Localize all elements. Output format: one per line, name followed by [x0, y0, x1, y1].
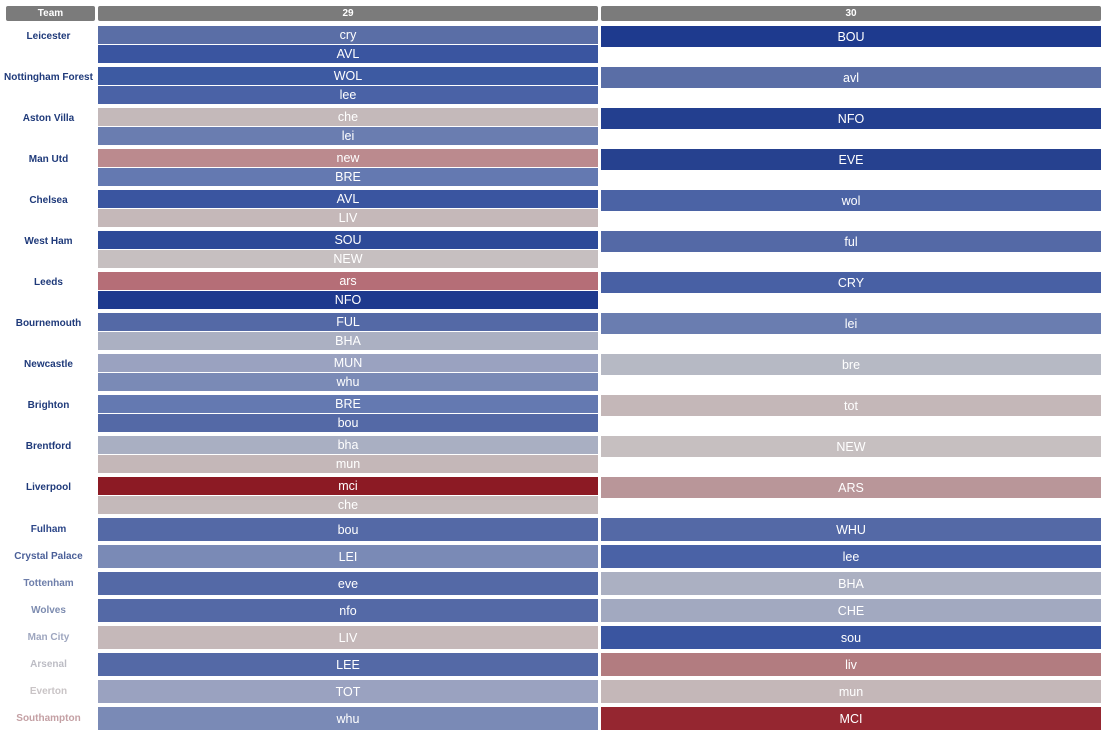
- fixture-cell-gw29[interactable]: BHA: [98, 332, 598, 350]
- team-label[interactable]: Liverpool: [25, 481, 71, 493]
- fixture-cell-gw30[interactable]: liv: [601, 653, 1101, 676]
- team-label[interactable]: Bournemouth: [15, 317, 82, 329]
- fixture-cell-gw30[interactable]: NFO: [601, 108, 1101, 129]
- fixture-cell-gw29[interactable]: ars: [98, 272, 598, 290]
- fixture-cell-gw29[interactable]: lei: [98, 127, 598, 145]
- fixture-cell-gw30[interactable]: EVE: [601, 149, 1101, 170]
- team-label[interactable]: Leicester: [26, 30, 71, 42]
- fixture-cell-gw30[interactable]: NEW: [601, 436, 1101, 457]
- team-label[interactable]: Wolves: [31, 605, 66, 616]
- team-label[interactable]: Nottingham Forest: [4, 71, 93, 83]
- team-label[interactable]: Tottenham: [23, 578, 74, 589]
- team-label[interactable]: Man City: [27, 632, 70, 643]
- fixture-cell-gw29[interactable]: NEW: [98, 250, 598, 268]
- team-label[interactable]: Man Utd: [28, 153, 69, 165]
- fixture-cell-gw30[interactable]: avl: [601, 67, 1101, 88]
- team-label[interactable]: Newcastle: [24, 358, 73, 370]
- fixture-cell-gw30[interactable]: lei: [601, 313, 1101, 334]
- fixture-cell-gw29[interactable]: SOU: [98, 231, 598, 249]
- gameweek-30-header[interactable]: 30: [601, 6, 1101, 21]
- fixture-cell-gw30[interactable]: lee: [601, 545, 1101, 568]
- team-label[interactable]: Southampton: [16, 713, 81, 724]
- fixture-cell-gw29[interactable]: mci: [98, 477, 598, 495]
- fixture-cell-gw30[interactable]: tot: [601, 395, 1101, 416]
- team-label[interactable]: Chelsea: [29, 194, 68, 206]
- fixture-cell-gw30[interactable]: BHA: [601, 572, 1101, 595]
- team-label[interactable]: Brentford: [25, 440, 72, 452]
- fixture-cell-gw29[interactable]: bou: [98, 518, 598, 541]
- fixture-cell-gw29[interactable]: AVL: [98, 45, 598, 63]
- team-label[interactable]: West Ham: [24, 235, 73, 247]
- fixture-cell-gw30[interactable]: WHU: [601, 518, 1101, 541]
- team-label[interactable]: Everton: [29, 686, 68, 697]
- team-label[interactable]: Fulham: [30, 524, 67, 535]
- fixture-cell-gw30[interactable]: BOU: [601, 26, 1101, 47]
- fixture-cell-gw29[interactable]: BRE: [98, 395, 598, 413]
- fixture-cell-gw29[interactable]: TOT: [98, 680, 598, 703]
- fixture-cell-gw29[interactable]: WOL: [98, 67, 598, 85]
- fixture-cell-gw30[interactable]: bre: [601, 354, 1101, 375]
- fixture-cell-gw29[interactable]: bou: [98, 414, 598, 432]
- fixture-cell-gw29[interactable]: LEI: [98, 545, 598, 568]
- fixture-cell-gw30[interactable]: mun: [601, 680, 1101, 703]
- fixture-cell-gw30[interactable]: ARS: [601, 477, 1101, 498]
- team-label[interactable]: Arsenal: [30, 659, 67, 670]
- fixture-cell-gw29[interactable]: eve: [98, 572, 598, 595]
- fixture-cell-gw29[interactable]: MUN: [98, 354, 598, 372]
- fixture-cell-gw29[interactable]: che: [98, 496, 598, 514]
- fixture-cell-gw30[interactable]: ful: [601, 231, 1101, 252]
- fixture-cell-gw29[interactable]: che: [98, 108, 598, 126]
- fixture-cell-gw29[interactable]: LIV: [98, 209, 598, 227]
- team-label[interactable]: Leeds: [34, 276, 63, 288]
- fixture-cell-gw29[interactable]: nfo: [98, 599, 598, 622]
- team-column-header[interactable]: Team: [6, 6, 95, 21]
- fixture-cell-gw29[interactable]: whu: [98, 707, 598, 730]
- team-label[interactable]: Brighton: [27, 399, 70, 411]
- fixture-cell-gw29[interactable]: BRE: [98, 168, 598, 186]
- team-label[interactable]: Crystal Palace: [14, 551, 83, 562]
- fixture-cell-gw30[interactable]: CRY: [601, 272, 1101, 293]
- fixture-cell-gw30[interactable]: MCI: [601, 707, 1101, 730]
- fixture-cell-gw29[interactable]: lee: [98, 86, 598, 104]
- fixture-cell-gw29[interactable]: cry: [98, 26, 598, 44]
- fixture-cell-gw29[interactable]: NFO: [98, 291, 598, 309]
- fixture-cell-gw29[interactable]: LEE: [98, 653, 598, 676]
- fixture-cell-gw30[interactable]: sou: [601, 626, 1101, 649]
- fixture-cell-gw29[interactable]: whu: [98, 373, 598, 391]
- fixture-cell-gw29[interactable]: FUL: [98, 313, 598, 331]
- fixture-cell-gw30[interactable]: wol: [601, 190, 1101, 211]
- fixture-cell-gw30[interactable]: CHE: [601, 599, 1101, 622]
- gameweek-29-header[interactable]: 29: [98, 6, 598, 21]
- fixture-cell-gw29[interactable]: AVL: [98, 190, 598, 208]
- fixture-cell-gw29[interactable]: mun: [98, 455, 598, 473]
- fixture-cell-gw29[interactable]: bha: [98, 436, 598, 454]
- fixture-cell-gw29[interactable]: LIV: [98, 626, 598, 649]
- team-label[interactable]: Aston Villa: [22, 112, 75, 124]
- fixture-cell-gw29[interactable]: new: [98, 149, 598, 167]
